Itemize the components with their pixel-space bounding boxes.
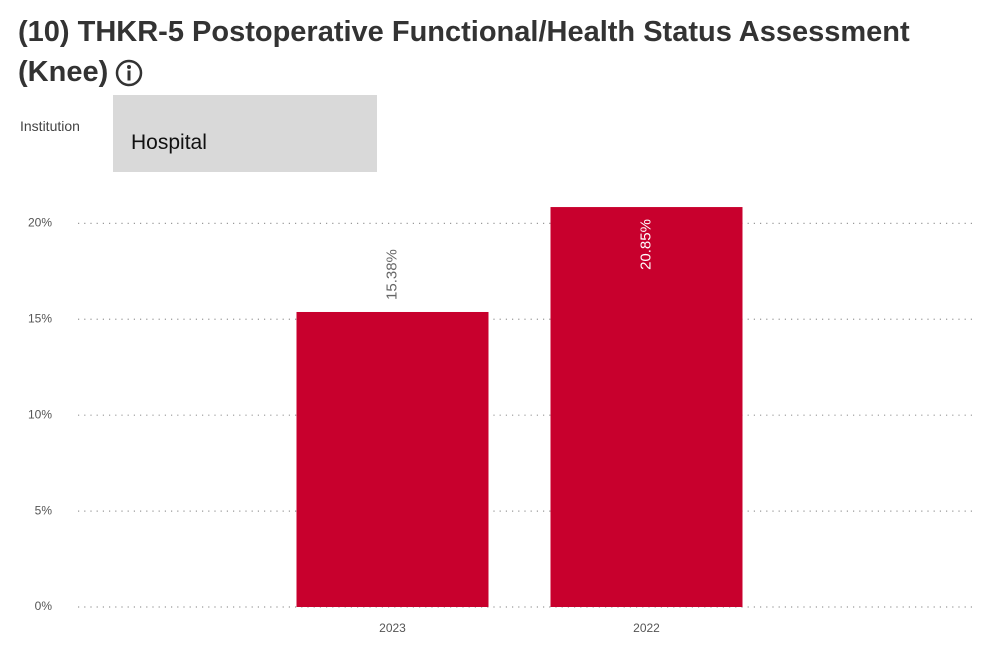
- y-tick-label: 5%: [35, 503, 53, 517]
- bar: [550, 207, 743, 608]
- x-tick-label: 2023: [379, 621, 406, 635]
- y-tick-label: 0%: [35, 599, 53, 613]
- x-tick-label: 2022: [633, 621, 660, 635]
- slicer-value: Hospital: [131, 131, 207, 154]
- title-text: (10) THKR-5 Postoperative Functional/Hea…: [18, 16, 910, 88]
- data-label: 15.38%: [383, 249, 400, 300]
- title: (10) THKR-5 Postoperative Functional/Hea…: [18, 12, 918, 92]
- bar: [296, 311, 489, 607]
- slicer[interactable]: Hospital: [113, 95, 377, 172]
- info-icon[interactable]: [114, 58, 144, 88]
- y-tick-label: 10%: [28, 407, 52, 421]
- filter-label: Institution: [20, 118, 80, 134]
- y-tick-label: 20%: [28, 216, 52, 230]
- y-tick-label: 15%: [28, 311, 52, 325]
- data-label: 20.85%: [637, 219, 654, 270]
